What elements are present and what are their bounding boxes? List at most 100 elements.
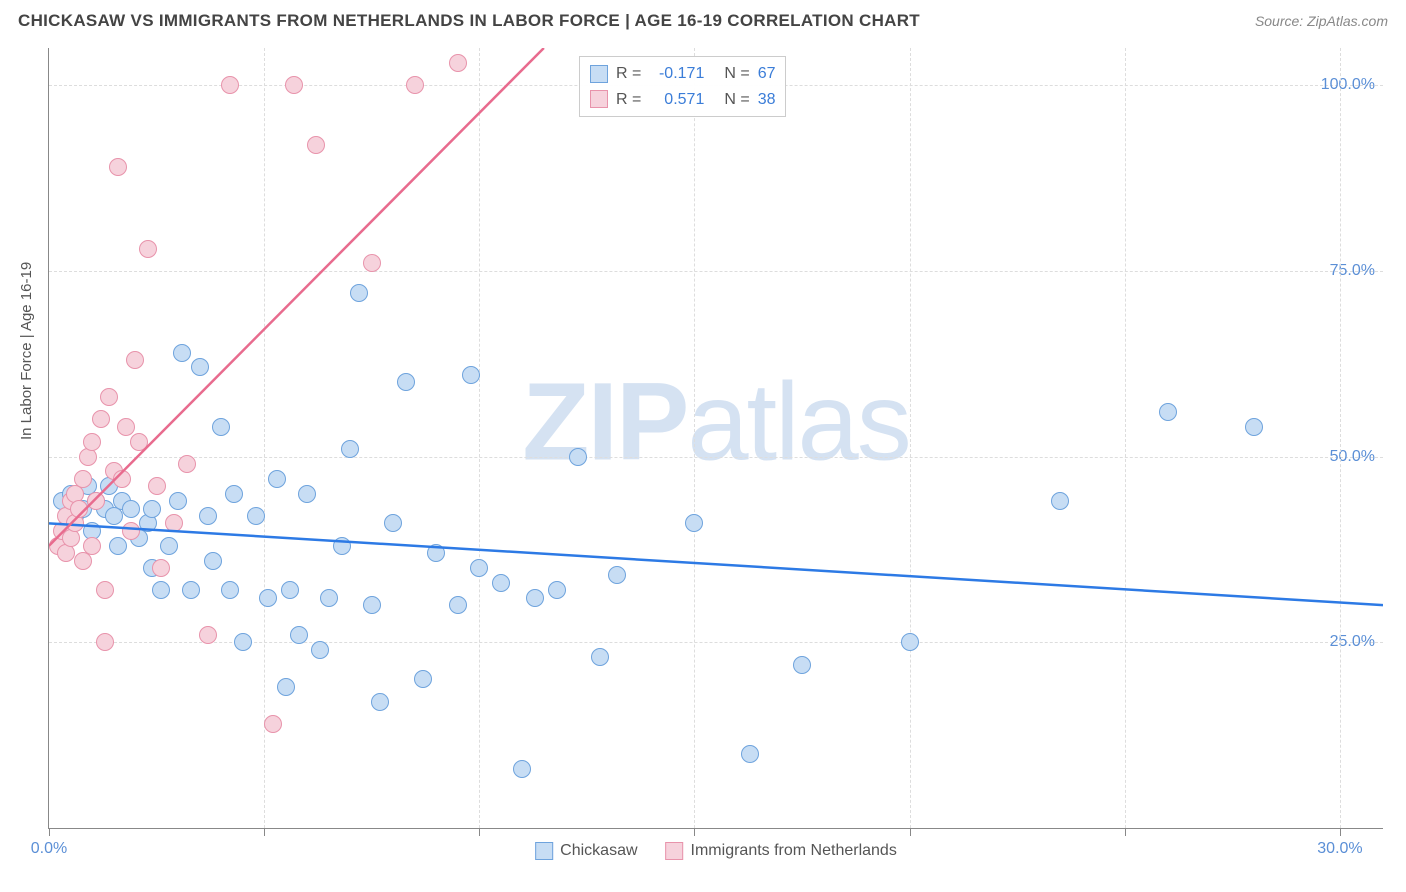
- swatch-series-1: [590, 65, 608, 83]
- n-label: N =: [724, 61, 749, 87]
- data-point: [122, 500, 140, 518]
- data-point: [449, 54, 467, 72]
- data-point: [96, 633, 114, 651]
- data-point: [427, 544, 445, 562]
- data-point: [1051, 492, 1069, 510]
- data-point: [212, 418, 230, 436]
- gridline-v: [1340, 48, 1341, 828]
- gridline-v: [1125, 48, 1126, 828]
- n-value-1: 67: [758, 61, 776, 87]
- data-point: [70, 500, 88, 518]
- data-point: [204, 552, 222, 570]
- r-value-1: -0.171: [649, 61, 704, 87]
- data-point: [191, 358, 209, 376]
- data-point: [569, 448, 587, 466]
- data-point: [221, 76, 239, 94]
- data-point: [160, 537, 178, 555]
- data-point: [109, 158, 127, 176]
- data-point: [199, 626, 217, 644]
- legend-swatch-1: [535, 842, 553, 860]
- data-point: [165, 514, 183, 532]
- data-point: [363, 254, 381, 272]
- gridline-v: [479, 48, 480, 828]
- regression-line: [49, 523, 1383, 605]
- data-point: [178, 455, 196, 473]
- data-point: [83, 433, 101, 451]
- data-point: [139, 240, 157, 258]
- x-tick: [264, 828, 265, 836]
- data-point: [130, 433, 148, 451]
- legend-item-2: Immigrants from Netherlands: [666, 842, 897, 860]
- chart-legend: Chickasaw Immigrants from Netherlands: [535, 842, 897, 860]
- data-point: [268, 470, 286, 488]
- data-point: [470, 559, 488, 577]
- data-point: [182, 581, 200, 599]
- data-point: [414, 670, 432, 688]
- legend-item-1: Chickasaw: [535, 842, 637, 860]
- data-point: [143, 500, 161, 518]
- y-tick-label: 50.0%: [1330, 448, 1375, 466]
- data-point: [320, 589, 338, 607]
- gridline-h: [49, 271, 1383, 272]
- data-point: [341, 440, 359, 458]
- data-point: [298, 485, 316, 503]
- watermark: ZIPatlas: [522, 359, 909, 486]
- data-point: [741, 745, 759, 763]
- source-attribution: Source: ZipAtlas.com: [1255, 13, 1388, 29]
- swatch-series-2: [590, 90, 608, 108]
- x-tick: [910, 828, 911, 836]
- y-tick-label: 25.0%: [1330, 633, 1375, 651]
- x-tick: [49, 828, 50, 836]
- data-point: [406, 76, 424, 94]
- data-point: [333, 537, 351, 555]
- data-point: [371, 693, 389, 711]
- data-point: [685, 514, 703, 532]
- data-point: [92, 410, 110, 428]
- r-label: R =: [616, 87, 641, 113]
- watermark-right: atlas: [687, 361, 909, 484]
- legend-label-2: Immigrants from Netherlands: [691, 842, 897, 860]
- r-value-2: 0.571: [649, 87, 704, 113]
- data-point: [152, 559, 170, 577]
- data-point: [117, 418, 135, 436]
- data-point: [264, 715, 282, 733]
- data-point: [199, 507, 217, 525]
- data-point: [513, 760, 531, 778]
- data-point: [247, 507, 265, 525]
- gridline-h: [49, 457, 1383, 458]
- data-point: [384, 514, 402, 532]
- data-point: [234, 633, 252, 651]
- data-point: [608, 566, 626, 584]
- regression-lines: [49, 48, 1383, 828]
- data-point: [173, 344, 191, 362]
- n-value-2: 38: [758, 87, 776, 113]
- data-point: [449, 596, 467, 614]
- data-point: [259, 589, 277, 607]
- data-point: [83, 537, 101, 555]
- gridline-v: [264, 48, 265, 828]
- watermark-left: ZIP: [522, 361, 687, 484]
- data-point: [901, 633, 919, 651]
- data-point: [87, 492, 105, 510]
- data-point: [74, 470, 92, 488]
- x-tick: [1125, 828, 1126, 836]
- data-point: [285, 76, 303, 94]
- data-point: [277, 678, 295, 696]
- data-point: [307, 136, 325, 154]
- data-point: [152, 581, 170, 599]
- y-axis-title: In Labor Force | Age 16-19: [18, 262, 35, 440]
- chart-title: CHICKASAW VS IMMIGRANTS FROM NETHERLANDS…: [18, 11, 920, 31]
- legend-label-1: Chickasaw: [560, 842, 637, 860]
- correlation-row-1: R = -0.171 N = 67: [590, 61, 775, 87]
- data-point: [290, 626, 308, 644]
- chart-header: CHICKASAW VS IMMIGRANTS FROM NETHERLANDS…: [0, 0, 1406, 42]
- data-point: [548, 581, 566, 599]
- data-point: [462, 366, 480, 384]
- data-point: [96, 581, 114, 599]
- data-point: [363, 596, 381, 614]
- data-point: [1245, 418, 1263, 436]
- x-tick: [1340, 828, 1341, 836]
- data-point: [793, 656, 811, 674]
- data-point: [126, 351, 144, 369]
- x-tick-label: 0.0%: [31, 840, 67, 858]
